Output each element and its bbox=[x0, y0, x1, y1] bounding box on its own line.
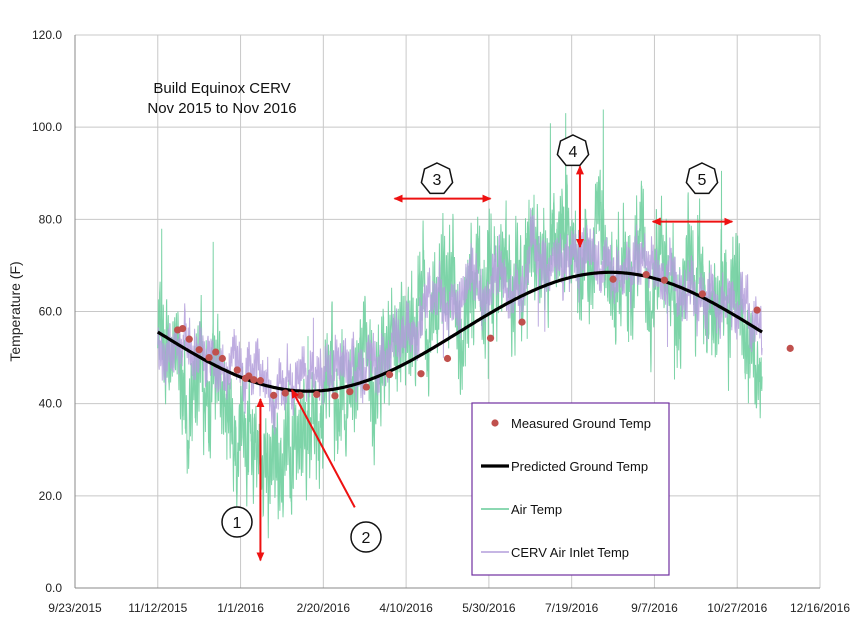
y-tick-label: 20.0 bbox=[39, 489, 63, 503]
legend-swatch-measured bbox=[491, 419, 499, 427]
x-tick-label: 11/12/2015 bbox=[128, 601, 187, 615]
measured-ground-temp-point bbox=[362, 383, 370, 391]
y-axis-label: Temperature (F) bbox=[7, 261, 23, 361]
legend: Measured Ground Temp Predicted Ground Tem… bbox=[471, 402, 670, 576]
legend-box bbox=[471, 402, 670, 576]
y-tick-label: 0.0 bbox=[45, 581, 62, 595]
x-tick-label: 1/1/2016 bbox=[217, 601, 264, 615]
measured-ground-temp-point bbox=[296, 391, 304, 399]
measured-ground-temp-point bbox=[212, 348, 220, 356]
chart-title-line: Build Equinox CERV bbox=[153, 80, 290, 97]
measured-ground-temp-point bbox=[281, 389, 289, 397]
measured-ground-temp-point bbox=[660, 276, 668, 284]
measured-ground-temp-point bbox=[753, 306, 761, 314]
measured-ground-temp-point bbox=[245, 372, 253, 380]
measured-ground-temp-point bbox=[443, 354, 452, 363]
measured-ground-temp-point bbox=[250, 376, 258, 384]
annotations: 1 2 3 4 5 bbox=[221, 134, 734, 562]
measured-ground-temp-point bbox=[218, 354, 226, 363]
measured-ground-temp-point bbox=[609, 275, 617, 283]
annotation-label: 2 bbox=[362, 530, 371, 547]
y-tick-label: 40.0 bbox=[39, 397, 63, 411]
x-tick-label: 9/23/2015 bbox=[48, 601, 102, 615]
y-tick-label: 120.0 bbox=[32, 28, 62, 42]
measured-ground-temp-point bbox=[385, 371, 394, 379]
annotation-badge bbox=[556, 134, 590, 167]
legend-entry: Measured Ground Temp bbox=[511, 416, 651, 431]
measured-ground-temp-point bbox=[195, 346, 203, 354]
measured-ground-temp-point bbox=[233, 366, 241, 374]
legend-entry: Air Temp bbox=[511, 502, 562, 517]
x-tick-label: 4/10/2016 bbox=[379, 601, 433, 615]
cerv-air-inlet-temp-line bbox=[157, 208, 763, 435]
x-tick-label: 10/27/2016 bbox=[707, 601, 767, 615]
measured-ground-temp-point bbox=[313, 390, 321, 399]
x-tick-label: 9/7/2016 bbox=[631, 601, 678, 615]
measured-ground-temp-point bbox=[331, 392, 339, 400]
x-tick-label: 2/20/2016 bbox=[297, 601, 351, 615]
annotation-badge bbox=[221, 506, 253, 538]
measured-ground-temp-point bbox=[417, 370, 425, 378]
measured-ground-temp-point bbox=[486, 334, 495, 342]
measured-ground-temp-point bbox=[642, 271, 650, 279]
measured-ground-temp-point bbox=[786, 344, 794, 352]
measured-ground-temp-point bbox=[185, 335, 193, 343]
legend-entry: Predicted Ground Temp bbox=[511, 459, 648, 474]
y-tick-label: 80.0 bbox=[39, 212, 63, 226]
measured-ground-temp-point bbox=[205, 353, 213, 362]
chart-title: Build Equinox CERV Nov 2015 to Nov 2016 bbox=[147, 80, 296, 117]
x-tick-label: 12/16/2016 bbox=[790, 601, 850, 615]
measured-ground-temp-point bbox=[346, 388, 354, 396]
measured-ground-temp-point bbox=[270, 391, 278, 399]
annotation-badge bbox=[685, 162, 719, 195]
x-tick-label: 5/30/2016 bbox=[462, 601, 516, 615]
x-tick-label: 7/19/2016 bbox=[545, 601, 599, 615]
measured-ground-temp-point bbox=[179, 324, 187, 333]
annotation-label: 3 bbox=[433, 172, 442, 189]
measured-ground-temp-point bbox=[256, 377, 265, 385]
y-tick-label: 60.0 bbox=[39, 305, 63, 319]
annotation-label: 5 bbox=[698, 172, 707, 189]
annotation-label: 4 bbox=[569, 144, 578, 161]
measured-ground-temp-point bbox=[518, 318, 526, 326]
y-tick-label: 100.0 bbox=[32, 120, 62, 134]
annotation-badge bbox=[350, 521, 382, 553]
chart-title-line: Nov 2015 to Nov 2016 bbox=[147, 100, 296, 117]
annotation-arrow bbox=[290, 388, 356, 508]
measured-ground-temp-point bbox=[698, 290, 707, 298]
annotation-label: 1 bbox=[233, 515, 242, 532]
annotation-badge bbox=[420, 162, 454, 195]
legend-entry: CERV Air Inlet Temp bbox=[511, 545, 629, 560]
